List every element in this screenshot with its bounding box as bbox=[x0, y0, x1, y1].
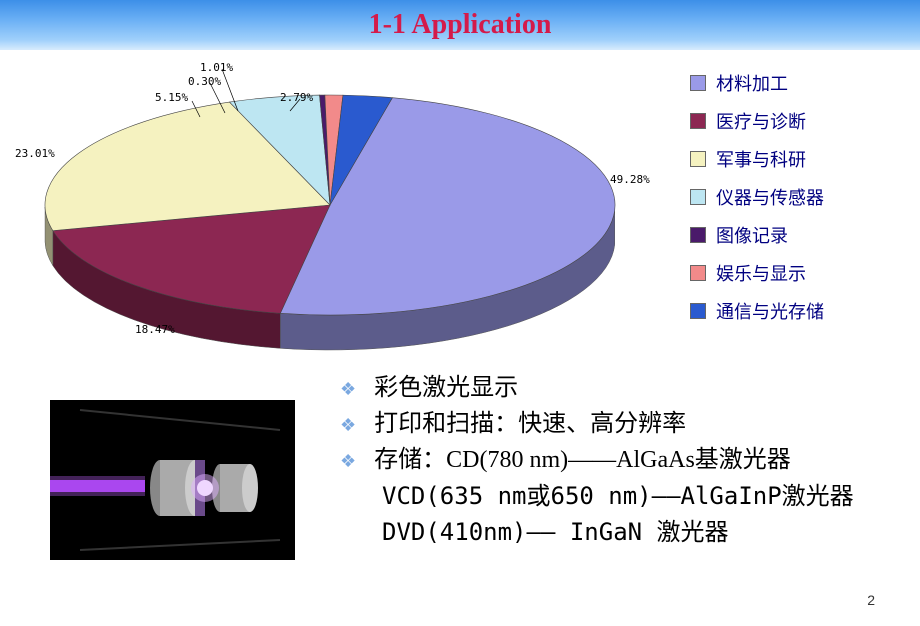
bullet-subtext: DVD(410nm)—— InGaN 激光器 bbox=[382, 514, 900, 550]
legend-swatch bbox=[690, 75, 706, 91]
legend-swatch bbox=[690, 189, 706, 205]
laser-photo bbox=[50, 400, 295, 560]
page-number: 2 bbox=[867, 592, 875, 608]
pie-chart: 49.28% 18.47% 23.01% 5.15%0.30%1.01% 2.79% bbox=[10, 55, 660, 355]
legend-item: 仪器与传感器 bbox=[690, 184, 895, 210]
pie-slice-label: 23.01% bbox=[15, 147, 55, 160]
bullet-text: 彩色激光显示 bbox=[374, 370, 518, 406]
bullet-text: 存储：CD(780 nm)——AlGaAs基激光器 bbox=[374, 442, 791, 478]
legend-label: 材料加工 bbox=[716, 70, 788, 96]
legend-label: 军事与科研 bbox=[716, 146, 806, 172]
legend-swatch bbox=[690, 227, 706, 243]
bullet-item: ❖ 彩色激光显示 bbox=[340, 370, 900, 406]
legend-swatch bbox=[690, 303, 706, 319]
page-title: 1-1 Application bbox=[369, 9, 552, 41]
legend-label: 通信与光存储 bbox=[716, 298, 824, 324]
legend-label: 图像记录 bbox=[716, 222, 788, 248]
bullet-item: ❖ 存储：CD(780 nm)——AlGaAs基激光器 bbox=[340, 442, 900, 478]
legend-item: 军事与科研 bbox=[690, 146, 895, 172]
pie-legend: 材料加工医疗与诊断军事与科研仪器与传感器图像记录娱乐与显示通信与光存储 bbox=[690, 70, 895, 336]
laser-photo-svg bbox=[50, 400, 295, 560]
pie-slice-label: 2.79% bbox=[280, 91, 313, 104]
legend-item: 娱乐与显示 bbox=[690, 260, 895, 286]
legend-item: 医疗与诊断 bbox=[690, 108, 895, 134]
legend-swatch bbox=[690, 265, 706, 281]
legend-item: 图像记录 bbox=[690, 222, 895, 248]
legend-swatch bbox=[690, 113, 706, 129]
bullet-subtext: VCD(635 nm或650 nm)——AlGaInP激光器 bbox=[382, 478, 900, 514]
legend-label: 仪器与传感器 bbox=[716, 184, 824, 210]
bullet-icon: ❖ bbox=[340, 376, 356, 403]
bullet-icon: ❖ bbox=[340, 448, 356, 475]
bullet-list: ❖ 彩色激光显示 ❖ 打印和扫描：快速、高分辨率 ❖ 存储：CD(780 nm)… bbox=[340, 370, 900, 550]
pie-slice-label: 5.15% bbox=[155, 91, 188, 104]
legend-label: 医疗与诊断 bbox=[716, 108, 806, 134]
legend-item: 材料加工 bbox=[690, 70, 895, 96]
title-bar: 1-1 Application bbox=[0, 0, 920, 50]
pie-svg bbox=[10, 55, 660, 355]
pie-slice-label: 49.28% bbox=[610, 173, 650, 186]
legend-swatch bbox=[690, 151, 706, 167]
pie-slice-label: 1.01% bbox=[200, 61, 233, 74]
bullet-text: 打印和扫描：快速、高分辨率 bbox=[374, 406, 686, 442]
pie-slice-label: 0.30% bbox=[188, 75, 221, 88]
bullet-item: ❖ 打印和扫描：快速、高分辨率 bbox=[340, 406, 900, 442]
bullet-icon: ❖ bbox=[340, 412, 356, 439]
pie-slice-label: 18.47% bbox=[135, 323, 175, 336]
legend-label: 娱乐与显示 bbox=[716, 260, 806, 286]
legend-item: 通信与光存储 bbox=[690, 298, 895, 324]
